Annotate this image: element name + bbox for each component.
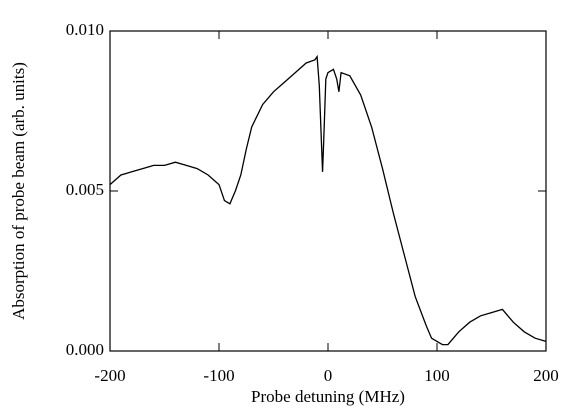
y-tick-label: 0.000: [66, 340, 104, 359]
y-tick-label: 0.005: [66, 180, 104, 199]
x-tick-label: 0: [324, 366, 333, 385]
y-tick-label: 0.010: [66, 20, 104, 39]
x-tick-label: 200: [533, 366, 559, 385]
y-axis-label: Absorption of probe beam (arb. units): [9, 62, 28, 320]
plot-frame: [109, 30, 547, 352]
x-tick-label: -100: [203, 366, 234, 385]
data-line: [109, 54, 547, 346]
x-axis-label: Probe detuning (MHz): [251, 387, 405, 406]
x-tick-label: -200: [94, 366, 125, 385]
x-tick-label: 100: [424, 366, 450, 385]
